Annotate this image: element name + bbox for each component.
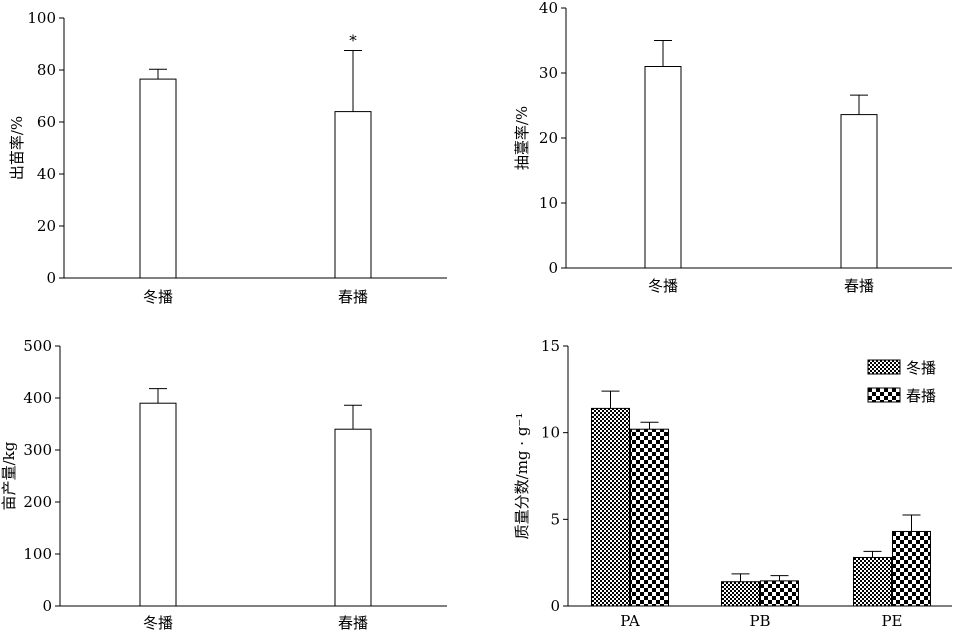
x-tick-label: PB	[749, 612, 770, 630]
y-axis-title: 出苗率/%	[8, 116, 26, 180]
y-tick-label: 300	[23, 441, 52, 459]
bar-春播	[334, 111, 372, 279]
error-bar	[601, 390, 620, 409]
y-tick-label: 0	[550, 597, 560, 615]
bars	[644, 66, 878, 269]
bar-PE-1	[853, 556, 892, 607]
error-bars	[654, 40, 868, 115]
bar-冬播	[139, 402, 177, 607]
legend-label: 冬播	[906, 359, 936, 377]
bar-PB-1	[721, 581, 760, 607]
bar-PB-2	[760, 580, 799, 607]
y-tick-label: 0	[42, 597, 52, 615]
x-tick-label: 春播	[338, 614, 368, 630]
legend-swatch	[867, 359, 901, 375]
y-tick-label: 500	[23, 337, 52, 355]
y-tick-label: 30	[539, 64, 558, 82]
y-tick-label: 100	[23, 545, 52, 563]
legend-label: 春播	[906, 387, 936, 405]
error-bar	[731, 573, 750, 582]
bars	[591, 407, 931, 607]
bars	[139, 78, 372, 279]
legend-swatch	[867, 387, 901, 403]
x-tick-label: 冬播	[143, 614, 173, 630]
y-tick-label: 200	[23, 493, 52, 511]
bars	[139, 402, 372, 607]
y-tick-label: 15	[541, 337, 560, 355]
chart-panel-1: 0 20 40 60 80 100 出苗率/% 冬播 * 春播	[8, 9, 447, 306]
y-tick-label: 20	[539, 129, 558, 147]
error-bar	[850, 94, 868, 115]
y-tick-label: 10	[541, 424, 560, 442]
x-tick-label: 春播	[338, 288, 368, 306]
y-tick-label: 10	[539, 194, 558, 212]
y-tick-label: 60	[37, 113, 56, 131]
error-bar	[902, 514, 921, 532]
y-tick-label: 400	[23, 389, 52, 407]
bar-冬播	[139, 78, 177, 279]
x-tick-label: PA	[620, 612, 640, 630]
chart-panel-2: 0 10 20 30 40 抽薹率/% 冬播 春播	[513, 0, 952, 295]
y-axis-title: 亩产量/kg	[0, 441, 18, 510]
y-tick-label: 40	[37, 165, 56, 183]
y-axis-title: 抽薹率/%	[513, 106, 531, 170]
y-axis-title: 质量分数/mg · g⁻¹	[513, 413, 531, 540]
y-tick-label: 5	[550, 510, 560, 528]
significance-mark: *	[349, 32, 357, 50]
y-tick-label: 80	[37, 61, 56, 79]
x-tick-label: 冬播	[648, 277, 678, 295]
y-tick-label: 20	[37, 217, 56, 235]
x-tick-label: 春播	[844, 277, 874, 295]
y-tick-label: 0	[548, 259, 558, 277]
error-bar	[344, 50, 362, 112]
bar-PA-1	[591, 407, 630, 607]
error-bars	[149, 388, 362, 430]
chart-panel-3: 0 100 200 300 400 500 亩产量/kg 冬播 春播	[0, 337, 447, 630]
error-bar	[640, 421, 659, 430]
y-tick-label: 0	[46, 269, 56, 287]
bar-PE-2	[892, 530, 931, 607]
bar-春播	[840, 114, 878, 269]
error-bar	[863, 550, 882, 558]
error-bar	[149, 388, 167, 404]
error-bars	[601, 390, 921, 582]
error-bar	[654, 40, 672, 67]
error-bars	[149, 50, 362, 112]
x-tick-label: PE	[881, 612, 902, 630]
y-tick-label: 100	[27, 9, 56, 27]
bar-PA-2	[630, 428, 669, 607]
x-tick-label: 冬播	[143, 288, 173, 306]
bar-冬播	[644, 66, 682, 269]
y-tick-label: 40	[539, 0, 558, 17]
error-bar	[344, 404, 362, 430]
bar-春播	[334, 428, 372, 607]
error-bar	[770, 575, 789, 581]
error-bar	[149, 68, 167, 80]
